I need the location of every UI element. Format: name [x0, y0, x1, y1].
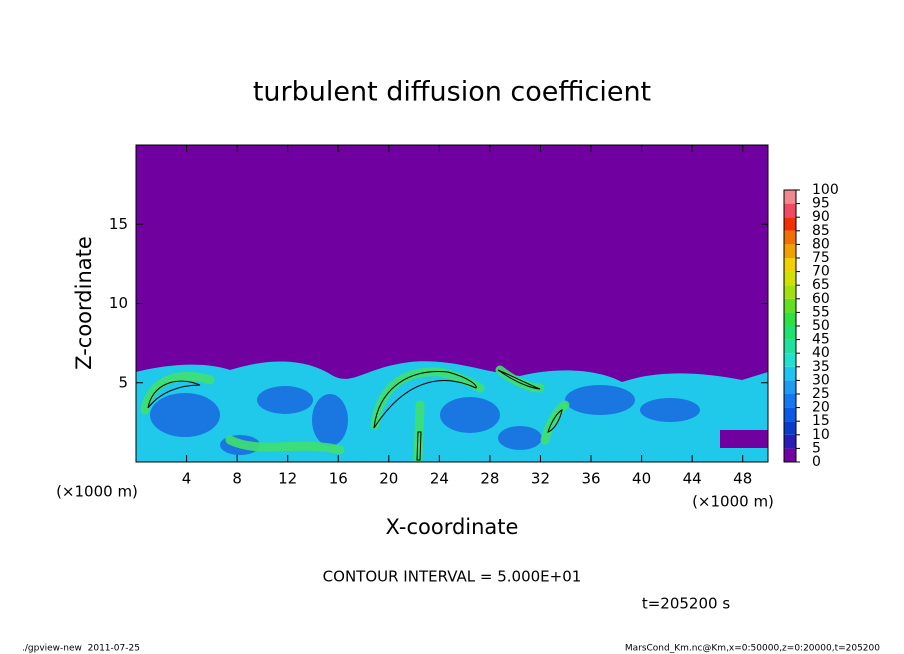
colorbar-bin — [784, 298, 796, 313]
x-tick-label: 44 — [683, 470, 702, 488]
colorbar-bin — [784, 421, 796, 435]
colorbar-label: 60 — [812, 291, 830, 307]
colorbar-label: 40 — [812, 345, 830, 361]
footer-left: ./gpview-new 2011-07-25 — [22, 644, 140, 654]
colorbar-label: 75 — [812, 250, 830, 266]
x-tick-label: 40 — [632, 470, 651, 488]
colorbar-label: 50 — [812, 318, 830, 334]
colorbar-label: 85 — [812, 223, 830, 239]
colorbar-label: 10 — [812, 427, 830, 443]
colorbar-label: 0 — [812, 454, 821, 470]
colorbar-bin — [784, 190, 796, 204]
colorbar-label: 90 — [812, 209, 830, 225]
y-tick-label: 5 — [118, 373, 128, 391]
colorbar-label: 80 — [812, 236, 830, 252]
colorbar-label: 15 — [812, 413, 830, 429]
contours — [147, 369, 563, 461]
x-unit-label: (×1000 m) — [56, 483, 138, 501]
x-tick-label: 28 — [480, 470, 499, 488]
colorbar-label: 55 — [812, 304, 830, 320]
colorbar-bin — [784, 312, 796, 326]
colorbar-label: 25 — [812, 386, 830, 402]
x-tick-label: 8 — [232, 470, 242, 488]
colorbar-bin — [784, 326, 796, 340]
x-tick-label: 20 — [379, 470, 398, 488]
colorbar-bin — [784, 353, 796, 367]
colorbar-label: 100 — [812, 182, 839, 198]
colorbar-bin — [784, 366, 796, 381]
x-tick-label: 24 — [430, 470, 449, 488]
field — [136, 145, 768, 462]
x-tick-label: 36 — [581, 470, 600, 488]
colorbar-bin — [784, 244, 796, 258]
colorbar-label: 35 — [812, 359, 830, 375]
colorbar-bin — [784, 230, 796, 245]
y-tick-label: 10 — [109, 294, 128, 312]
colorbar-bin — [784, 339, 796, 354]
colorbar-label: 45 — [812, 332, 830, 348]
colorbar-bin — [784, 394, 796, 408]
colorbar-label: 65 — [812, 277, 830, 293]
x-tick-label: 48 — [733, 470, 752, 488]
colorbar-bin — [784, 434, 796, 449]
colorbar-bin — [784, 448, 796, 462]
colorbar-bin — [784, 271, 796, 286]
x-tick-label: 12 — [278, 470, 297, 488]
time-label: t=205200 s — [642, 595, 730, 613]
colorbar-label: 5 — [812, 440, 821, 456]
x-tick-label: 16 — [329, 470, 348, 488]
colorbar-label: 30 — [812, 372, 830, 388]
contour-interval: CONTOUR INTERVAL = 5.000E+01 — [323, 568, 582, 586]
eddies — [150, 385, 700, 455]
colorbar-bin — [784, 258, 796, 272]
colorbar-label: 95 — [812, 196, 830, 212]
x-tick-label: 4 — [182, 470, 192, 488]
colorbar-bin — [784, 285, 796, 299]
colorbar-bin — [784, 380, 796, 394]
field-patch — [720, 430, 768, 448]
x-unit-label: (×1000 m) — [692, 493, 774, 511]
y-tick-label: 15 — [109, 215, 128, 233]
colorbar-bin — [784, 217, 796, 231]
colorbar-label: 70 — [812, 264, 830, 280]
x-axis-title: X-coordinate — [386, 515, 519, 539]
colorbar-bin — [784, 407, 796, 422]
colorbar-label: 20 — [812, 400, 830, 416]
chart-title: turbulent diffusion coefficient — [253, 77, 651, 108]
y-axis-title: Z-coordinate — [72, 236, 96, 370]
footer-right: MarsCond_Km.nc@Km,x=0:50000,z=0:20000,t=… — [625, 644, 880, 654]
x-tick-label: 32 — [531, 470, 550, 488]
colorbar-bin — [784, 203, 796, 218]
